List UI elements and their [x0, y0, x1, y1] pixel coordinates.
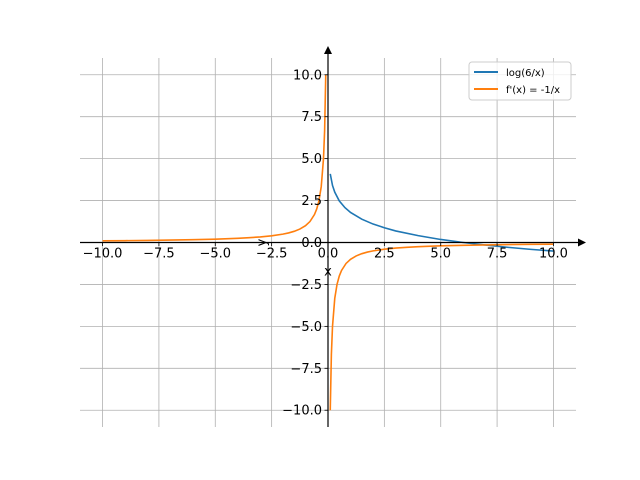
series-line-log — [329, 173, 554, 252]
legend-label-derivative: f'(x) = -1/x — [506, 85, 560, 96]
x-axis-label: x — [324, 265, 332, 280]
series-line-derivative-positive — [329, 243, 554, 411]
axes — [80, 46, 586, 427]
y-tick-label: 5.0 — [301, 152, 322, 167]
x-tick-label: 7.5 — [487, 247, 508, 262]
tick-labels: −10.0 −7.5 −5.0 −2.5 0.0 2.5 5.0 7.5 10.0 −10.0 −7… — [83, 68, 568, 418]
y-tick-label: −7.5 — [290, 362, 322, 377]
x-tick-label: −2.5 — [256, 247, 288, 262]
y-tick-label: 0.0 — [301, 236, 322, 251]
legend: log(6/x) f'(x) = -1/x — [468, 61, 572, 101]
x-tick-label: 5.0 — [430, 247, 451, 262]
series-line-derivative-negative — [102, 74, 327, 242]
y-tick-label: −2.5 — [290, 278, 322, 293]
y-tick-label: 2.5 — [301, 194, 322, 209]
series-lines — [102, 74, 554, 411]
y-tick-label: −5.0 — [290, 320, 322, 335]
y-tick-label: 7.5 — [301, 110, 322, 125]
legend-label-log: log(6/x) — [506, 68, 545, 79]
x-tick-label: 2.5 — [374, 247, 395, 262]
y-axis-label: y — [255, 238, 270, 246]
x-tick-label: 0.0 — [318, 247, 339, 262]
x-axis-arrow-icon — [578, 238, 586, 247]
y-axis-arrow-icon — [324, 46, 332, 54]
x-tick-label: −10.0 — [83, 247, 123, 262]
x-tick-label: −7.5 — [143, 247, 175, 262]
y-tick-label: 10.0 — [293, 68, 322, 83]
x-tick-label: 10.0 — [539, 247, 568, 262]
x-tick-label: −5.0 — [199, 247, 231, 262]
y-tick-label: −10.0 — [282, 404, 322, 419]
